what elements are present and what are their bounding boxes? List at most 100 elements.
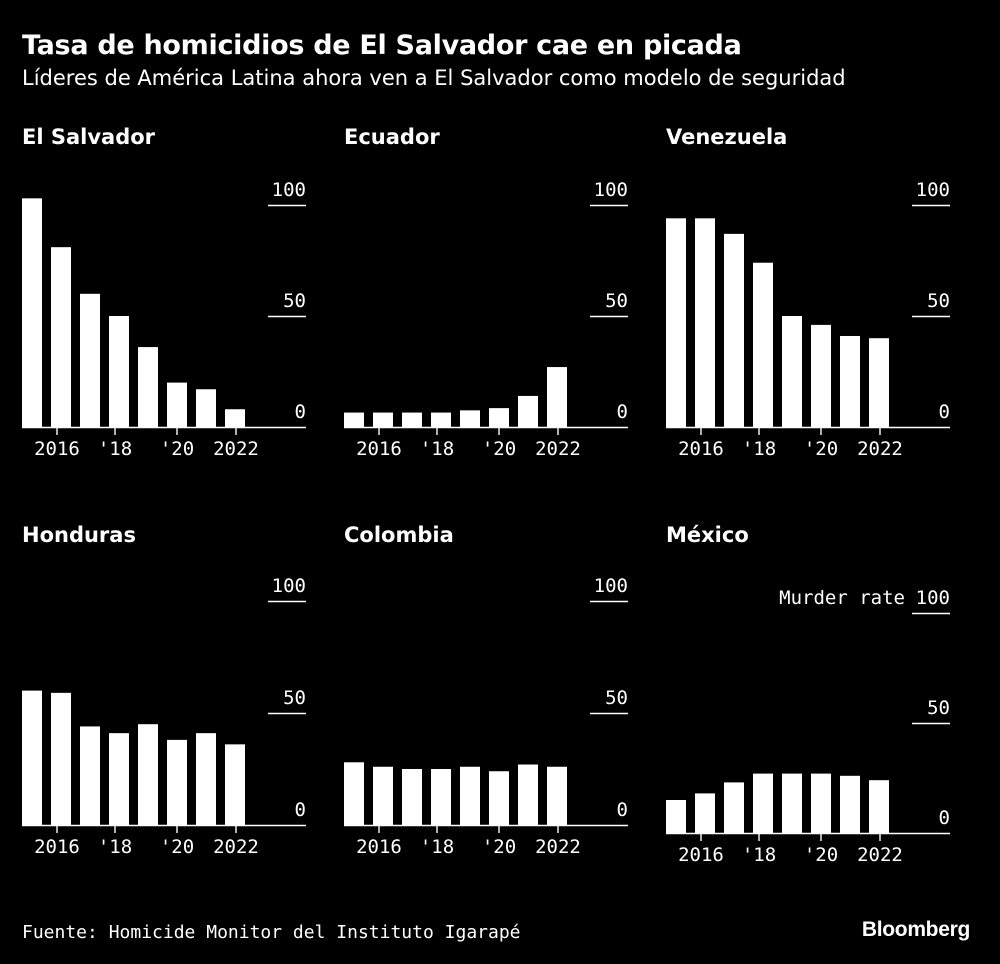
venezuela-bar-2015 <box>666 218 686 427</box>
mexico-bar-2020 <box>811 773 831 833</box>
ecuador-bar-2016 <box>373 412 393 427</box>
venezuela-bar-2018 <box>753 262 773 427</box>
venezuela-x-tick-label-2: '20 <box>804 438 838 460</box>
el-salvador-y-tick-0: 0 <box>295 401 306 423</box>
chart-subtitle: Líderes de América Latina ahora ven a El… <box>22 66 846 90</box>
mexico-bar-2021 <box>840 775 860 833</box>
ecuador-x-tick-label-0: 2016 <box>356 438 402 460</box>
venezuela-x-tick-label-0: 2016 <box>678 438 724 460</box>
mexico-bar-2016 <box>695 793 715 833</box>
el-salvador-x-tick-label-0: 2016 <box>34 438 80 460</box>
mexico-y-tick-50: 50 <box>927 697 950 719</box>
mexico-panel-title: México <box>666 523 749 547</box>
colombia-x-tick-label-0: 2016 <box>356 836 402 858</box>
el-salvador-panel-title: El Salvador <box>22 125 156 149</box>
ecuador-bar-2019 <box>460 410 480 427</box>
source-note: Fuente: Homicide Monitor del Instituto I… <box>22 922 521 943</box>
ecuador-x-tick-label-2: '20 <box>482 438 516 460</box>
ecuador-panel-title: Ecuador <box>344 125 440 149</box>
venezuela-y-tick-50: 50 <box>927 290 950 312</box>
el-salvador-bar-2020 <box>167 382 187 427</box>
ecuador-bar-2020 <box>489 408 509 427</box>
el-salvador-bar-2016 <box>51 247 71 427</box>
venezuela-bar-2019 <box>782 316 802 427</box>
chart-title: Tasa de homicidios de El Salvador cae en… <box>22 30 742 61</box>
el-salvador-x-tick-label-2: '20 <box>160 438 194 460</box>
el-salvador-bar-2019 <box>138 347 158 427</box>
el-salvador-x-tick-label-1: '18 <box>98 438 132 460</box>
honduras-bar-2020 <box>167 739 187 825</box>
venezuela-x-tick-label-3: 2022 <box>857 438 903 460</box>
colombia-y-tick-100: 100 <box>594 575 628 597</box>
honduras-x-tick-label-1: '18 <box>98 836 132 858</box>
colombia-bar-2022 <box>547 766 567 825</box>
colombia-x-tick-label-1: '18 <box>420 836 454 858</box>
colombia-bar-2020 <box>489 771 509 825</box>
ecuador-bar-2022 <box>547 367 567 427</box>
honduras-x-tick-label-3: 2022 <box>213 836 259 858</box>
ecuador-bar-2021 <box>518 395 538 427</box>
ecuador-x-tick-label-3: 2022 <box>535 438 581 460</box>
mexico-bar-2022 <box>869 780 889 833</box>
honduras-bar-2016 <box>51 692 71 825</box>
honduras-y-tick-50: 50 <box>283 687 306 709</box>
mexico-y-axis-label: Murder rate <box>779 587 905 609</box>
mexico-bar-2017 <box>724 782 744 833</box>
mexico-y-tick-0: 0 <box>939 807 950 829</box>
ecuador-y-tick-50: 50 <box>605 290 628 312</box>
bloomberg-logo: Bloomberg <box>861 918 970 941</box>
venezuela-panel-title: Venezuela <box>666 125 787 149</box>
venezuela-y-tick-100: 100 <box>916 179 950 201</box>
el-salvador-y-tick-100: 100 <box>272 179 306 201</box>
ecuador-y-tick-100: 100 <box>594 179 628 201</box>
colombia-bar-2017 <box>402 769 422 825</box>
mexico-bar-2019 <box>782 773 802 833</box>
mexico-bar-2018 <box>753 773 773 833</box>
mexico-x-tick-label-2: '20 <box>804 844 838 866</box>
venezuela-bar-2016 <box>695 218 715 427</box>
honduras-panel-title: Honduras <box>22 523 136 547</box>
honduras-y-tick-0: 0 <box>295 799 306 821</box>
venezuela-y-tick-0: 0 <box>939 401 950 423</box>
honduras-x-tick-label-2: '20 <box>160 836 194 858</box>
ecuador-bar-2017 <box>402 412 422 427</box>
honduras-y-tick-100: 100 <box>272 575 306 597</box>
colombia-bar-2018 <box>431 769 451 825</box>
venezuela-x-tick-label-1: '18 <box>742 438 776 460</box>
ecuador-bar-2018 <box>431 412 451 427</box>
colombia-panel-title: Colombia <box>344 523 454 547</box>
colombia-bar-2019 <box>460 766 480 825</box>
venezuela-bar-2022 <box>869 338 889 427</box>
mexico-x-tick-label-1: '18 <box>742 844 776 866</box>
honduras-bar-2021 <box>196 733 216 825</box>
colombia-bar-2015 <box>344 762 364 825</box>
honduras-bar-2019 <box>138 724 158 825</box>
mexico-bar-2015 <box>666 800 686 833</box>
el-salvador-bar-2018 <box>109 316 129 427</box>
el-salvador-bar-2021 <box>196 389 216 427</box>
colombia-x-tick-label-2: '20 <box>482 836 516 858</box>
el-salvador-bar-2017 <box>80 293 100 427</box>
colombia-bar-2016 <box>373 766 393 825</box>
colombia-y-tick-0: 0 <box>617 799 628 821</box>
venezuela-bar-2020 <box>811 324 831 427</box>
honduras-bar-2018 <box>109 733 129 825</box>
el-salvador-bar-2015 <box>22 198 42 427</box>
mexico-x-tick-label-3: 2022 <box>857 844 903 866</box>
el-salvador-y-tick-50: 50 <box>283 290 306 312</box>
el-salvador-x-tick-label-3: 2022 <box>213 438 259 460</box>
ecuador-bar-2015 <box>344 412 364 427</box>
ecuador-x-tick-label-1: '18 <box>420 438 454 460</box>
venezuela-bar-2021 <box>840 335 860 427</box>
ecuador-y-tick-0: 0 <box>617 401 628 423</box>
honduras-bar-2015 <box>22 690 42 825</box>
el-salvador-bar-2022 <box>225 409 245 427</box>
mexico-y-tick-100: 100 <box>916 587 950 609</box>
colombia-x-tick-label-3: 2022 <box>535 836 581 858</box>
mexico-x-tick-label-0: 2016 <box>678 844 724 866</box>
honduras-bar-2022 <box>225 744 245 825</box>
colombia-bar-2021 <box>518 764 538 825</box>
venezuela-bar-2017 <box>724 233 744 427</box>
colombia-y-tick-50: 50 <box>605 687 628 709</box>
